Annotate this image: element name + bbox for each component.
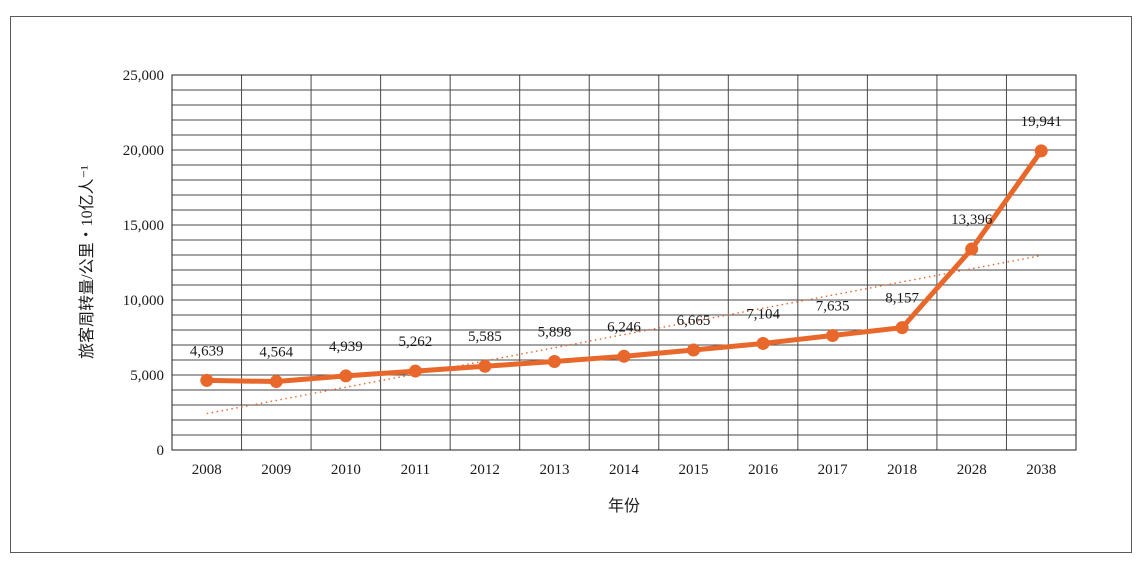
data-label: 5,585 [468,329,502,345]
y-tick-label: 0 [157,443,165,459]
data-label: 13,396 [951,212,993,228]
data-point [339,369,353,383]
x-tick-label: 2013 [539,462,569,478]
data-point [1034,144,1048,158]
data-label: 4,639 [190,343,224,359]
data-point [826,328,840,342]
x-tick-label: 2028 [957,462,987,478]
x-tick-label: 2009 [261,462,291,478]
data-point [547,355,561,369]
x-tick-label: 2015 [679,462,709,478]
data-label: 4,939 [329,339,363,355]
x-tick-label: 2012 [470,462,500,478]
data-point [965,242,979,256]
data-label: 8,157 [885,291,919,307]
series-line [200,144,1048,389]
y-tick-label: 15,000 [123,218,164,234]
y-tick-label: 5,000 [130,368,164,384]
x-tick-label: 2016 [748,462,779,478]
x-tick-label: 2018 [887,462,917,478]
data-point [200,373,214,387]
data-label: 7,635 [816,298,850,314]
data-label: 4,564 [259,345,293,361]
gridlines [172,75,1076,450]
chart-frame [10,16,1132,553]
data-label: 6,665 [677,313,711,329]
data-point [687,343,701,357]
data-labels: 4,639 4,564 4,939 5,262 5,585 5,898 6,246 6,665… [190,114,1062,361]
x-axis-ticks: 2008 2009 2010 2011 2012 2013 2014 2015 2016 2017… [192,462,1056,478]
x-tick-label: 2017 [818,462,849,478]
data-label: 19,941 [1021,114,1062,130]
data-point [895,321,909,335]
y-axis-title: 旅客周转量/公里・10亿人⁻¹ [78,165,96,359]
y-tick-label: 25,000 [123,68,164,84]
x-tick-label: 2010 [331,462,361,478]
plot-area [171,74,1077,451]
data-label: 7,104 [746,306,780,322]
data-label: 6,246 [607,319,641,335]
data-point [408,364,422,378]
x-tick-label: 2038 [1026,462,1056,478]
x-tick-label: 2011 [401,462,430,478]
x-tick-label: 2014 [609,462,640,478]
data-point [478,359,492,373]
data-point [617,349,631,363]
y-tick-label: 10,000 [123,293,164,309]
data-point [269,375,283,389]
x-tick-label: 2008 [192,462,222,478]
x-axis-title: 年份 [608,497,640,515]
data-point [756,336,770,350]
y-axis-ticks: 0 5,000 10,000 15,000 20,000 25,000 [123,68,164,459]
data-label: 5,898 [538,325,572,341]
y-tick-label: 20,000 [123,143,164,159]
data-label: 5,262 [399,334,433,350]
